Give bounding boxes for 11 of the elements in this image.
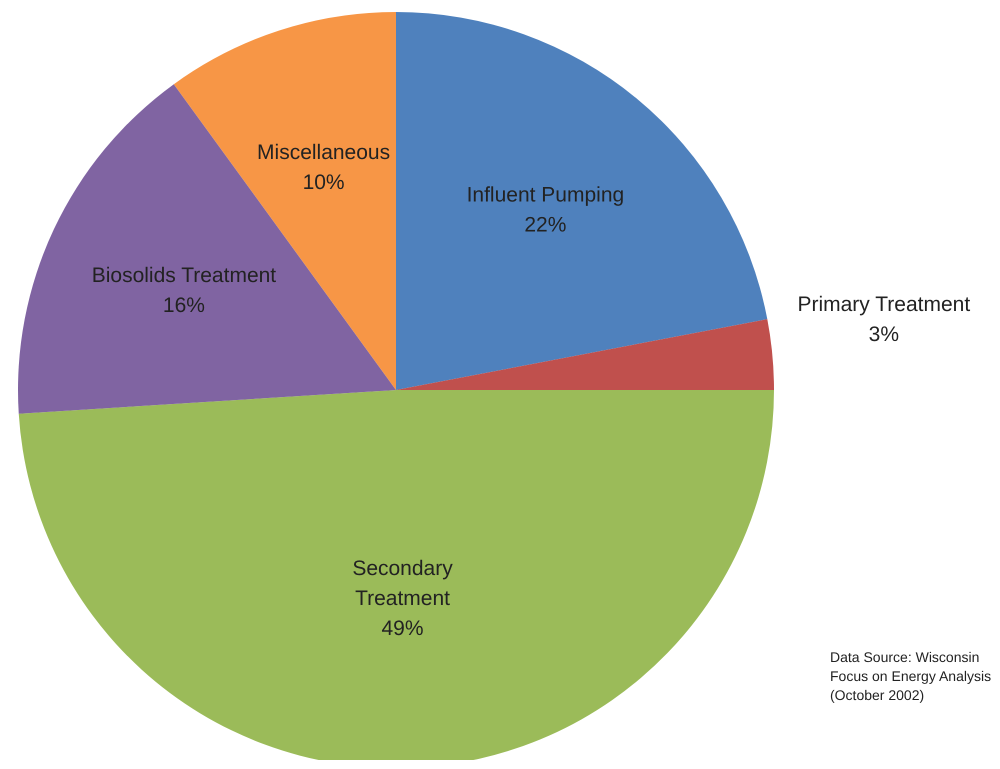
slice-label: Secondary Treatment (352, 556, 454, 610)
data-label: 3% (868, 322, 900, 346)
slice-label: Primary Treatment (797, 292, 970, 316)
source-note: Data Source: Wisconsin Focus on Energy Analysis (October 2002) (830, 648, 992, 705)
data-label: 22% (524, 212, 566, 236)
data-label: 16% (162, 294, 205, 317)
slice-label: Influent Pumping (466, 182, 624, 206)
data-label: 10% (302, 170, 345, 194)
data-label: 49% (382, 616, 424, 640)
slice-label: Biosolids Treatment (92, 264, 276, 287)
slice-label: Miscellaneous (257, 140, 390, 164)
